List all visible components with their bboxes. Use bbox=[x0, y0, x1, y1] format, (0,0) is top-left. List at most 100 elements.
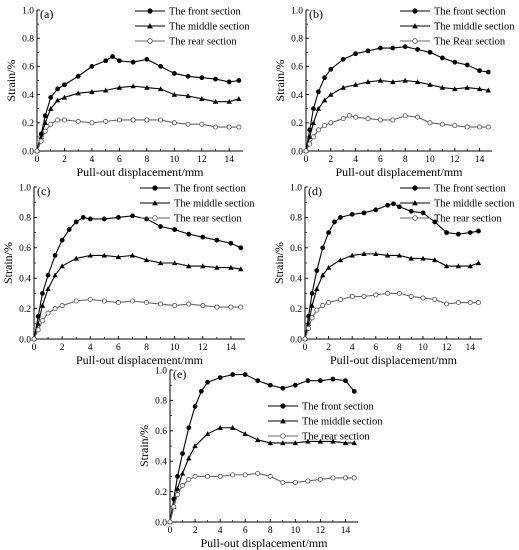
panel-2-x-tick-label: 4 bbox=[353, 155, 358, 165]
panel-2-data-point bbox=[321, 97, 328, 103]
panel-2-data-point bbox=[315, 106, 322, 111]
panel-1-x-tick-label: 0 bbox=[35, 155, 40, 165]
panel-3-data-point bbox=[116, 214, 121, 220]
panel-4-data-point bbox=[306, 325, 312, 331]
panel-2-data-point bbox=[310, 120, 317, 125]
panel-4-data-point bbox=[396, 204, 402, 210]
panel-1-data-point bbox=[48, 106, 54, 111]
panel-4-data-point bbox=[373, 292, 379, 298]
panel-4-data-point bbox=[467, 230, 473, 235]
panel-2-data-point bbox=[340, 56, 346, 62]
panel-4-data-point bbox=[373, 207, 379, 213]
panel-2-data-point bbox=[377, 77, 384, 83]
panel-2-label: (b) bbox=[309, 7, 323, 21]
panel-2-data-point bbox=[307, 134, 313, 140]
panel-2-data-point bbox=[322, 123, 328, 129]
panel-5-legend-label: The front section bbox=[302, 402, 374, 413]
panel-4-data-point bbox=[408, 293, 414, 299]
panel-4-data-point bbox=[326, 230, 331, 235]
panel-5-y-tick-label: 0.4 bbox=[155, 458, 167, 468]
panel-3-x-tick-label: 8 bbox=[144, 343, 149, 353]
panel-2-data-point bbox=[452, 86, 458, 92]
panel-1-data-point bbox=[61, 117, 67, 123]
panel-2-data-point bbox=[310, 134, 316, 140]
panel-5-x-tick-label: 4 bbox=[218, 526, 223, 536]
panel-2-legend-label: The front section bbox=[434, 7, 506, 18]
panel-5-data-point bbox=[167, 519, 173, 525]
panel-3-legend: The front section The middle section The r… bbox=[140, 184, 255, 225]
panel-4-data-point bbox=[432, 296, 438, 302]
panel-5-data-point bbox=[317, 438, 324, 444]
panel-5-data-point bbox=[174, 485, 181, 491]
panel-2-x-tick-label: 12 bbox=[450, 155, 460, 165]
panel-2-data-point bbox=[390, 117, 396, 123]
panel-2-data-point bbox=[477, 124, 483, 130]
panel-5-data-point bbox=[242, 472, 248, 478]
panel-4-data-point bbox=[432, 219, 438, 225]
panel-4-data-point bbox=[467, 300, 473, 306]
panel-2-data-point bbox=[415, 114, 421, 120]
panel-1-y-tick-label: 0.2 bbox=[22, 119, 34, 129]
panel-3-data-point bbox=[45, 310, 51, 316]
panel-1-data-point bbox=[34, 148, 40, 154]
panel-3-y-tick-label: 0.8 bbox=[19, 214, 31, 224]
panel-4-data-point bbox=[314, 268, 320, 273]
panel-3-data-point bbox=[171, 260, 178, 266]
panel-3-data-point bbox=[130, 213, 135, 219]
panel-2-data-point bbox=[377, 45, 383, 51]
panel-2-data-point bbox=[328, 120, 334, 126]
panel-5-data-point bbox=[230, 472, 236, 478]
panel-2-data-point bbox=[414, 79, 421, 85]
panel-4-series-line bbox=[304, 292, 479, 340]
panel-3-series-1 bbox=[31, 213, 244, 342]
panel-4-data-point bbox=[320, 272, 326, 278]
panel-2-data-point bbox=[439, 84, 446, 90]
panel-2-data-point bbox=[365, 79, 371, 85]
panel-4-data-point bbox=[455, 231, 461, 237]
panel-2-data-point bbox=[402, 77, 408, 83]
panel-2-data-point bbox=[464, 124, 470, 130]
panel-3-data-point bbox=[186, 263, 192, 269]
panel-4-legend-marker bbox=[412, 215, 418, 221]
panel-3-x-tick-label: 12 bbox=[198, 343, 208, 353]
panel-5-data-point bbox=[217, 375, 223, 380]
panel-5-data-point bbox=[351, 475, 357, 481]
panel-5-data-point bbox=[343, 378, 348, 384]
panel-1-data-point bbox=[89, 89, 95, 94]
panel-3-series-line bbox=[33, 298, 241, 340]
panel-3-data-point bbox=[52, 306, 58, 312]
panel-4-data-point bbox=[361, 210, 367, 216]
panel-3-x-tick-label: 6 bbox=[116, 343, 121, 353]
panel-1-data-point bbox=[158, 64, 163, 69]
panel-5-data-point bbox=[205, 379, 210, 385]
panel-5: 0.0 0.2 0.4 0.6 0.8 1.0 0 2 4 6 8 10 12 14 Pull-out di… bbox=[137, 366, 383, 550]
panel-3-data-point bbox=[101, 216, 107, 222]
panel-3-data-point bbox=[39, 302, 46, 308]
panel-5-data-point bbox=[330, 475, 336, 481]
panel-5-series-2 bbox=[167, 425, 357, 525]
panel-4-series-3 bbox=[302, 290, 481, 342]
panel-4-data-point bbox=[420, 210, 426, 216]
panel-3-y-tick-label: 0.4 bbox=[19, 275, 31, 285]
panel-1-x-tick-label: 6 bbox=[117, 155, 122, 165]
panel-1-x-tick-label: 14 bbox=[225, 155, 235, 165]
panel-4-data-point bbox=[432, 257, 438, 263]
panel-5-data-point bbox=[267, 382, 273, 388]
panel-5-data-point bbox=[255, 378, 261, 384]
panel-3-data-point bbox=[158, 224, 163, 229]
panel-3-data-point bbox=[101, 298, 107, 304]
panel-4-x-tick-label: 0 bbox=[303, 343, 308, 353]
panel-2-legend-label: The middle section bbox=[434, 22, 515, 33]
panel-3-data-point bbox=[238, 304, 244, 310]
panel-5-data-point bbox=[171, 504, 177, 510]
panel-5-legend-marker bbox=[280, 403, 286, 409]
panel-3-data-point bbox=[200, 234, 206, 240]
panel-2-series-line bbox=[305, 46, 489, 152]
panel-1-x-tick-label: 4 bbox=[90, 155, 95, 165]
panel-1-data-point bbox=[75, 118, 81, 124]
panel-3-legend-label: The middle section bbox=[174, 199, 255, 210]
panel-3-data-point bbox=[228, 264, 234, 270]
panel-2-data-point bbox=[464, 84, 470, 90]
panel-3-data-point bbox=[186, 231, 192, 237]
panel-2-data-point bbox=[311, 106, 316, 112]
